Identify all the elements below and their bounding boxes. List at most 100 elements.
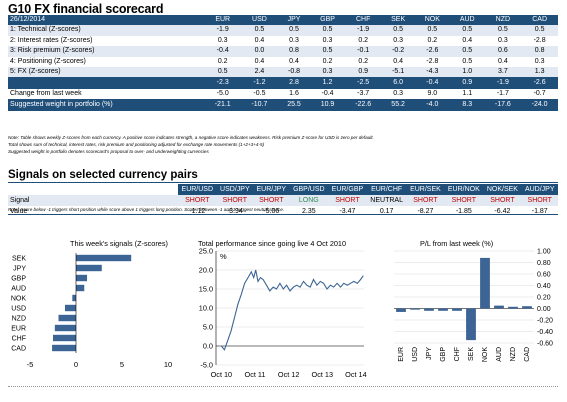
category-label: GBP — [11, 276, 26, 283]
bar-cad — [522, 306, 532, 309]
score-cell: -5.1 — [381, 67, 415, 79]
score-cell: 1.0 — [449, 67, 485, 79]
value-cell: -1.87 — [531, 208, 548, 215]
signal-cell: SHORT — [216, 195, 254, 206]
chart-title-performance: Total performance since going live 4 Oct… — [198, 239, 347, 248]
score-cell: -0.7 — [521, 88, 558, 101]
score-cell: -0.5 — [241, 88, 278, 101]
y-tick-label: 5.0 — [203, 323, 213, 332]
score-cell: 0.4 — [393, 57, 403, 65]
score-cell: 6.0 — [381, 77, 415, 89]
page-title: G10 FX financial scorecard — [8, 2, 164, 16]
bar-jpy — [424, 308, 434, 311]
bar-sek — [76, 254, 132, 262]
x-tick-label: Oct 11 — [245, 370, 266, 379]
currency-header: JPY — [277, 15, 311, 26]
score-cell: 0.5 — [521, 25, 558, 36]
category-label: SEK — [468, 347, 475, 361]
score-row: 2: Interest rates (Z-scores) 0.3 0.4 0.3 0.3… — [8, 36, 558, 46]
pair-header: USD/JPY — [216, 184, 254, 195]
currency-header: AUD — [449, 15, 485, 26]
x-tick-label: 0 — [74, 360, 78, 369]
score-cell: 55.2 — [381, 99, 415, 111]
score-cell: 0.5 — [204, 67, 242, 79]
currency-header: EUR — [204, 15, 242, 26]
category-label: USD — [412, 347, 419, 362]
category-label: NOK — [11, 296, 27, 303]
value-row: Value -1.12 -3.94 -5.06 2.35 -3.47 0.17 -8.27 -… — [8, 206, 558, 217]
currency-header: NZD — [484, 15, 522, 26]
signals-header-blank — [8, 184, 178, 195]
score-cell: -3.7 — [344, 88, 382, 101]
y-tick-label: 0.60 — [537, 272, 551, 279]
bar-gbp — [76, 274, 88, 282]
signal-cell: NEUTRAL — [366, 195, 407, 206]
score-cell: -0.2 — [381, 46, 415, 57]
x-tick-label: 10 — [164, 360, 172, 369]
score-cell: -21.1 — [204, 99, 242, 111]
y-tick-label: 20.0 — [199, 266, 213, 275]
bar-usd — [410, 308, 420, 310]
score-cell: 0.5 — [310, 25, 345, 36]
score-cell: 0.2 — [322, 57, 333, 65]
signals-note: Note: Score below -1 triggers short posi… — [8, 207, 285, 212]
row-label: 1: Technical (Z-scores) — [8, 25, 205, 36]
score-cell: 0.3 — [217, 36, 228, 44]
pair-header: GBP/USD — [289, 184, 329, 195]
y-tick-label: 0.40 — [537, 283, 551, 290]
score-cell: 2.4 — [241, 67, 278, 79]
category-label: CHF — [454, 347, 461, 361]
score-cell: 0.2 — [358, 57, 369, 65]
category-label: EUR — [398, 347, 405, 362]
x-tick-label: Oct 10 — [211, 370, 233, 379]
score-cell: -5.0 — [204, 88, 242, 101]
bar-aud — [76, 284, 85, 292]
category-label: USD — [11, 306, 26, 313]
score-cell: 0.9 — [344, 67, 382, 79]
change-row: Change from last week -5.0 -0.5 1.6 -0.4 -3.7… — [8, 88, 558, 101]
score-cell: 1.3 — [521, 67, 558, 79]
score-cell: 0.3 — [289, 36, 299, 44]
score-cell: 0.3 — [322, 36, 333, 44]
divider — [8, 214, 558, 215]
note-line: Note: Table shows weekly Z-scores from e… — [8, 135, 374, 140]
category-label: GBP — [440, 347, 447, 362]
value-cell: -1.12 — [189, 208, 206, 215]
bar-chf — [53, 334, 76, 342]
y-tick-label: -0.20 — [537, 318, 553, 325]
scorecard-notes: Note: Table shows weekly Z-scores from e… — [8, 134, 558, 156]
y-tick-label: 0.20 — [537, 295, 551, 302]
x-tick-label: Oct 14 — [345, 370, 367, 379]
pair-header: NOK/SEK — [483, 184, 522, 195]
row-label: 4: Positioning (Z-scores) — [10, 57, 86, 65]
performance-line-chart: -5.0 0.0 5.0 10.0 15.0 20.0 25.0% Oct 10 Oct 11 O… — [199, 247, 367, 380]
score-cell: -2.5 — [344, 77, 382, 89]
score-cell: 0.5 — [310, 46, 345, 57]
signal-row: Signal SHORT SHORT SHORT LONG SHORT NEUTRAL SH… — [8, 195, 558, 206]
signal-cell: SHORT — [521, 195, 558, 206]
signal-cell: SHORT — [328, 195, 367, 206]
pair-header: EUR/JPY — [253, 184, 290, 195]
signals-table: EUR/USD USD/JPY EUR/JPY GBP/USD EUR/GBP EUR/C… — [8, 184, 558, 217]
y-tick-label: -0.40 — [537, 329, 553, 336]
score-cell: -1.2 — [241, 77, 278, 89]
value-label: Value — [10, 208, 28, 215]
note-line: Total shows sum of technical, interest r… — [8, 142, 265, 148]
score-cell: -0.4 — [414, 77, 450, 89]
currency-header: USD — [241, 15, 278, 26]
y-tick-label: 25.0 — [199, 247, 213, 256]
row-label: 5: FX (Z-scores) — [8, 67, 205, 79]
bar-cad — [52, 344, 76, 352]
score-row: 4: Positioning (Z-scores) 0.2 0.4 0.4 0.2 0.2… — [8, 57, 558, 67]
bar-eur — [396, 308, 406, 312]
category-label: CHF — [12, 336, 26, 343]
score-cell: 1.1 — [449, 88, 485, 101]
currency-header: SEK — [381, 15, 415, 26]
score-cell: -0.4 — [310, 88, 345, 101]
y-tick-label: 0.00 — [537, 306, 551, 313]
value-cell: -3.47 — [339, 208, 356, 215]
score-cell: -1.9 — [344, 25, 382, 36]
score-cell: 0.3 — [381, 88, 415, 101]
score-cell: 0.5 — [462, 57, 473, 65]
row-label: 2: Interest rates (Z-scores) — [10, 36, 93, 44]
